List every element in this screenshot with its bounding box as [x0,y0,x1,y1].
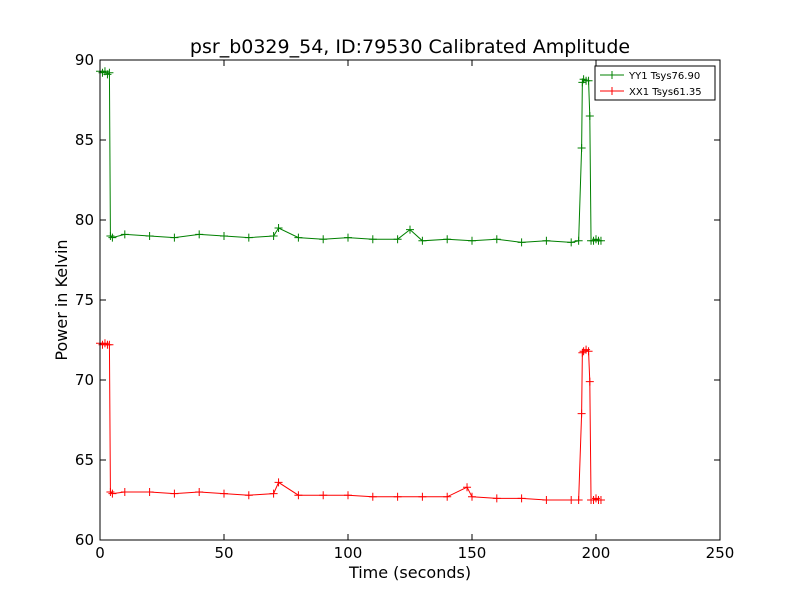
plot-layer [96,67,605,504]
y-tick-label: 80 [75,211,94,229]
data-point [269,489,278,498]
y-tick-label: 85 [75,131,94,149]
data-point [517,238,526,247]
plot-area-frame [99,59,721,541]
data-point [294,491,303,500]
data-point [468,492,476,501]
data-point [195,230,204,239]
data-point [567,496,576,504]
data-point [319,235,328,244]
data-point [274,478,283,487]
y-tick-label: 75 [75,291,94,309]
data-point [596,496,605,504]
y-tick-label: 60 [75,531,94,549]
data-point [585,112,594,120]
data-point [492,235,501,244]
data-point [393,235,402,244]
data-point [577,144,586,152]
data-point [120,488,129,496]
y-axis-label: Power in Kelvin [52,239,71,360]
data-point [170,233,179,242]
data-point [418,492,427,501]
data-point [319,491,328,500]
legend-label: YY1 Tsys76.90 [628,71,700,82]
x-tick-label: 200 [582,544,611,562]
data-point [468,236,476,245]
x-tick-label: 0 [95,544,105,562]
data-point [220,232,228,240]
x-tick-label: 250 [706,544,735,562]
data-point [106,488,115,496]
data-point [574,236,583,245]
data-point [269,232,278,240]
data-point [368,235,377,244]
data-point [294,233,303,242]
data-point [244,491,253,500]
data-point [574,496,583,504]
data-point [120,230,129,239]
data-point [596,236,605,245]
legend-item: XX1 Tsys61.35 [600,87,702,98]
series-line [99,70,601,243]
series-line [99,342,601,501]
x-tick-label: 150 [458,544,487,562]
data-point [584,76,593,85]
chart-title: psr_b0329_54, ID:79530 Calibrated Amplit… [190,36,630,58]
legend-box [594,65,716,101]
data-point [567,238,576,247]
data-point [393,492,402,501]
legend-marker [608,87,616,95]
data-point [368,492,377,501]
axis-ticks: 0 50 100 150 200 250 60 65 70 75 80 85 90 [75,51,734,562]
legend-marker [608,71,616,79]
series-1 [96,67,605,247]
data-point [220,489,228,498]
y-tick-label: 70 [75,371,94,389]
data-point [106,232,115,240]
data-point [463,483,472,492]
data-point [577,409,586,418]
data-point [170,489,179,498]
y-tick-label: 90 [75,51,94,69]
data-point [492,494,501,503]
data-point [195,488,204,496]
legend: YY1 Tsys76.90 XX1 Tsys61.35 [594,65,716,101]
data-point [542,496,551,504]
data-point [145,232,154,240]
x-axis-label: Time (seconds) [348,563,471,582]
legend-label: XX1 Tsys61.35 [629,87,702,98]
series-2 [96,339,605,504]
data-point [105,68,114,77]
data-point [517,494,526,503]
x-tick-label: 100 [334,544,363,562]
data-point [344,233,352,242]
x-tick-label: 50 [214,544,233,562]
data-point [443,492,452,501]
data-point [542,236,551,245]
data-point [578,78,587,87]
data-point [585,377,594,386]
data-point [406,225,414,234]
data-point [443,235,452,244]
data-point [244,233,253,242]
data-point [274,224,283,232]
data-point [584,347,593,356]
data-point [105,340,114,349]
y-tick-label: 65 [75,451,94,469]
data-point [108,489,117,498]
data-point [103,70,112,79]
data-point [578,348,587,357]
data-point [344,491,352,500]
data-point [418,236,427,245]
data-point [145,488,154,496]
data-point [108,233,117,242]
legend-item: YY1 Tsys76.90 [600,71,700,82]
